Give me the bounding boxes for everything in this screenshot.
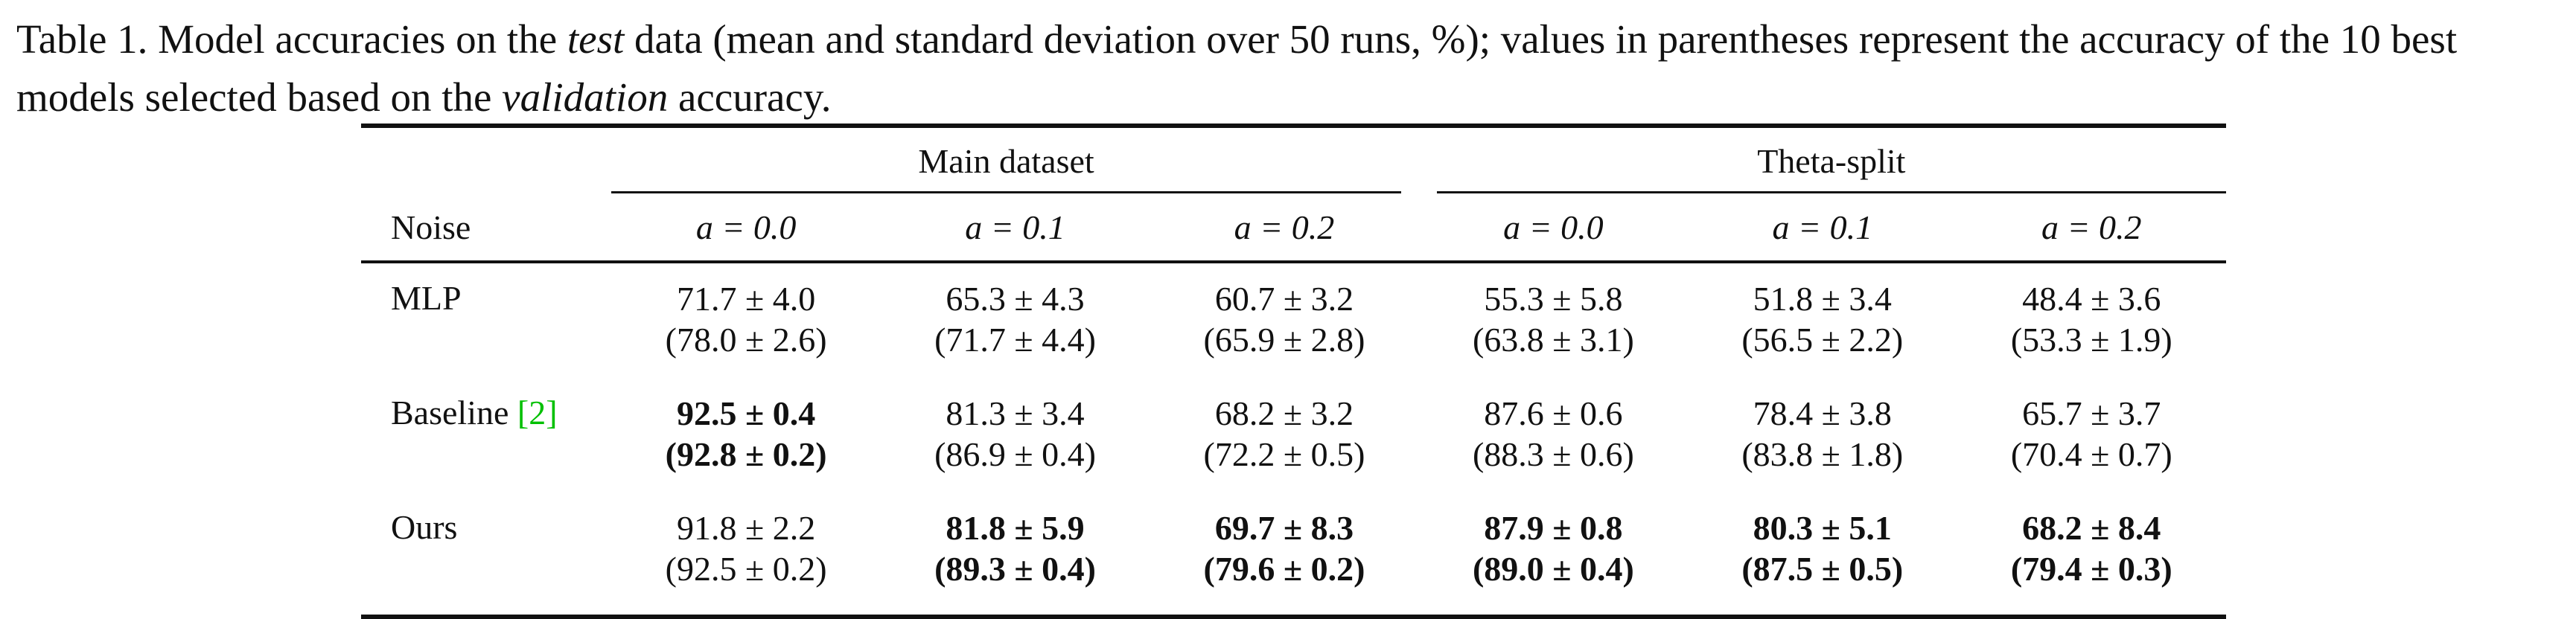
column-header-text: a = 0.2 <box>1234 208 1335 246</box>
cell-best10: (65.9 ± 2.8) <box>1203 321 1365 359</box>
cell-best10: (63.8 ± 3.1) <box>1472 321 1634 359</box>
cell-best10: (89.3 ± 0.4) <box>934 550 1096 588</box>
cell-best10: (78.0 ± 2.6) <box>665 321 827 359</box>
cell-mean-std: 68.2 ± 8.4 <box>2022 509 2161 547</box>
cell-mean-std: 80.3 ± 5.1 <box>1753 509 1892 547</box>
cell-mean-std: 87.6 ± 0.6 <box>1484 394 1623 432</box>
column-header-text: a = 0.0 <box>1503 208 1604 246</box>
table-cell: 91.8 ± 2.2 (92.5 ± 0.2) <box>611 493 881 619</box>
column-header-row: Noise a = 0.0 a = 0.1 a = 0.2 a = 0.0 a … <box>361 193 2226 263</box>
table-cell: 69.7 ± 8.3 (79.6 ± 0.2) <box>1150 493 1419 619</box>
row-label: Ours <box>361 493 612 619</box>
cell-mean-std: 81.8 ± 5.9 <box>946 509 1085 547</box>
table-row: MLP 71.7 ± 4.0 (78.0 ± 2.6) 65.3 ± 4.3 (71.7… <box>361 262 2226 378</box>
caption-suffix: accuracy. <box>668 74 832 120</box>
table-cell: 81.8 ± 5.9 (89.3 ± 0.4) <box>880 493 1150 619</box>
table-cell: 87.6 ± 0.6 (88.3 ± 0.6) <box>1419 378 1688 493</box>
column-header: a = 0.0 <box>611 193 881 263</box>
cell-best10: (71.7 ± 4.4) <box>934 321 1096 359</box>
table-cell: 48.4 ± 3.6 (53.3 ± 1.9) <box>1957 262 2226 378</box>
caption-em-test: test <box>567 16 625 62</box>
cell-mean-std: 51.8 ± 3.4 <box>1753 280 1892 318</box>
row-label: Baseline [2] <box>361 378 611 493</box>
table-row: Ours 91.8 ± 2.2 (92.5 ± 0.2) 81.8 ± 5.9 (89.… <box>361 493 2226 619</box>
row-label: MLP <box>361 262 611 378</box>
caption-prefix: Table 1. Model accuracies on the <box>16 16 567 62</box>
cell-best10: (53.3 ± 1.9) <box>2010 321 2172 359</box>
column-header: a = 0.2 <box>1150 193 1419 263</box>
cell-mean-std: 92.5 ± 0.4 <box>676 394 816 432</box>
cell-best10: (88.3 ± 0.6) <box>1472 435 1634 473</box>
cell-mean-std: 69.7 ± 8.3 <box>1214 509 1354 547</box>
table-cell: 87.9 ± 0.8 (89.0 ± 0.4) <box>1418 493 1689 619</box>
caption-em-validation: validation <box>502 74 669 120</box>
citation-link[interactable]: [2] <box>517 394 558 432</box>
column-header-text: a = 0.1 <box>965 208 1065 246</box>
table-caption: Table 1. Model accuracies on the test da… <box>16 10 2563 126</box>
table-cell: 65.3 ± 4.3 (71.7 ± 4.4) <box>881 262 1150 378</box>
cell-best10: (72.2 ± 0.5) <box>1203 435 1365 473</box>
table-cell: 80.3 ± 5.1 (87.5 ± 0.5) <box>1688 493 1957 619</box>
row-label-text: MLP <box>391 279 462 317</box>
cell-mean-std: 48.4 ± 3.6 <box>2022 280 2161 318</box>
column-header: a = 0.1 <box>1688 193 1957 263</box>
column-header: a = 0.2 <box>1957 193 2226 263</box>
cell-mean-std: 68.2 ± 3.2 <box>1214 394 1354 432</box>
table-cell: 71.7 ± 4.0 (78.0 ± 2.6) <box>611 262 880 378</box>
table-cell: 68.2 ± 3.2 (72.2 ± 0.5) <box>1150 378 1418 493</box>
group-theta-split: Theta-split <box>1436 141 2226 193</box>
cell-best10: (86.9 ± 0.4) <box>934 435 1096 473</box>
cell-best10: (87.5 ± 0.5) <box>1741 550 1904 588</box>
cell-mean-std: 91.8 ± 2.2 <box>676 509 816 547</box>
column-header-text: a = 0.1 <box>1772 208 1873 246</box>
table-cell: 51.8 ± 3.4 (56.5 ± 2.2) <box>1688 262 1957 378</box>
column-header: a = 0.1 <box>880 193 1150 263</box>
cell-mean-std: 71.7 ± 4.0 <box>676 280 816 318</box>
table-cell: 55.3 ± 5.8 (63.8 ± 3.1) <box>1419 262 1688 378</box>
cell-best10: (70.4 ± 0.7) <box>2010 435 2172 473</box>
table-cell: 65.7 ± 3.7 (70.4 ± 0.7) <box>1957 378 2226 493</box>
results-table: Main dataset Theta-split Noise a = 0.0 a… <box>361 124 2226 619</box>
cell-mean-std: 87.9 ± 0.8 <box>1484 509 1623 547</box>
table-cell: 60.7 ± 3.2 (65.9 ± 2.8) <box>1150 262 1418 378</box>
table-body: MLP 71.7 ± 4.0 (78.0 ± 2.6) 65.3 ± 4.3 (71.7… <box>361 262 2226 619</box>
group-header-row: Main dataset Theta-split <box>361 124 2226 193</box>
cell-best10: (56.5 ± 2.2) <box>1741 321 1904 359</box>
cell-best10: (92.5 ± 0.2) <box>665 550 827 588</box>
cell-mean-std: 81.3 ± 3.4 <box>946 394 1085 432</box>
row-label-text: Baseline <box>391 394 517 432</box>
cell-best10: (92.8 ± 0.2) <box>665 435 827 473</box>
row-header-noise: Noise <box>361 193 612 263</box>
cell-best10: (89.0 ± 0.4) <box>1472 550 1634 588</box>
cell-best10: (79.6 ± 0.2) <box>1203 550 1365 588</box>
column-header-text: a = 0.2 <box>2041 208 2142 246</box>
table-row: Baseline [2] 92.5 ± 0.4 (92.8 ± 0.2) 81.3 ±… <box>361 378 2226 493</box>
table-cell: 78.4 ± 3.8 (83.8 ± 1.8) <box>1688 378 1957 493</box>
table-cell: 68.2 ± 8.4 (79.4 ± 0.3) <box>1957 493 2226 619</box>
table-cell: 81.3 ± 3.4 (86.9 ± 0.4) <box>881 378 1150 493</box>
table-cell: 92.5 ± 0.4 (92.8 ± 0.2) <box>611 378 880 493</box>
caption-middle: data (mean and standard deviation over 5… <box>16 16 2458 120</box>
column-header: a = 0.0 <box>1418 193 1689 263</box>
cell-mean-std: 65.3 ± 4.3 <box>946 280 1085 318</box>
group-main-dataset: Main dataset <box>611 141 1401 193</box>
row-label-text: Ours <box>391 508 458 546</box>
column-header-text: a = 0.0 <box>695 208 797 246</box>
cell-mean-std: 65.7 ± 3.7 <box>2022 394 2161 432</box>
cell-mean-std: 55.3 ± 5.8 <box>1484 280 1623 318</box>
cell-best10: (79.4 ± 0.3) <box>2010 550 2172 588</box>
cell-best10: (83.8 ± 1.8) <box>1741 435 1904 473</box>
cell-mean-std: 60.7 ± 3.2 <box>1214 280 1354 318</box>
cell-mean-std: 78.4 ± 3.8 <box>1753 394 1892 432</box>
